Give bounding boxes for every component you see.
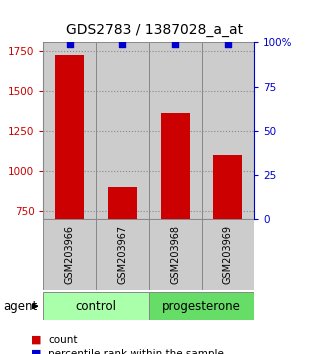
Point [225, 41, 230, 47]
Point [173, 41, 178, 47]
Text: GDS2783 / 1387028_a_at: GDS2783 / 1387028_a_at [66, 23, 244, 37]
Bar [43, 292, 149, 320]
Bar [96, 219, 149, 290]
Bar [149, 219, 202, 290]
Text: GSM203969: GSM203969 [223, 225, 233, 284]
Point [120, 41, 125, 47]
Bar [43, 219, 96, 290]
Text: ■: ■ [31, 349, 42, 354]
Text: GSM203968: GSM203968 [170, 225, 180, 284]
Bar [213, 155, 242, 219]
Text: GSM203966: GSM203966 [65, 225, 75, 284]
Bar [108, 187, 137, 219]
Bar [202, 219, 254, 290]
Text: ■: ■ [31, 335, 42, 345]
Bar [149, 292, 254, 320]
Bar [43, 42, 96, 219]
Text: progesterone: progesterone [162, 300, 241, 313]
Bar [202, 42, 254, 219]
Bar [149, 42, 202, 219]
Text: agent: agent [3, 300, 37, 313]
Bar [96, 42, 149, 219]
Text: GSM203967: GSM203967 [117, 225, 127, 285]
Point [67, 41, 72, 47]
Bar [55, 55, 84, 219]
Bar [161, 113, 190, 219]
Text: count: count [48, 335, 78, 345]
Text: percentile rank within the sample: percentile rank within the sample [48, 349, 224, 354]
Text: control: control [76, 300, 117, 313]
